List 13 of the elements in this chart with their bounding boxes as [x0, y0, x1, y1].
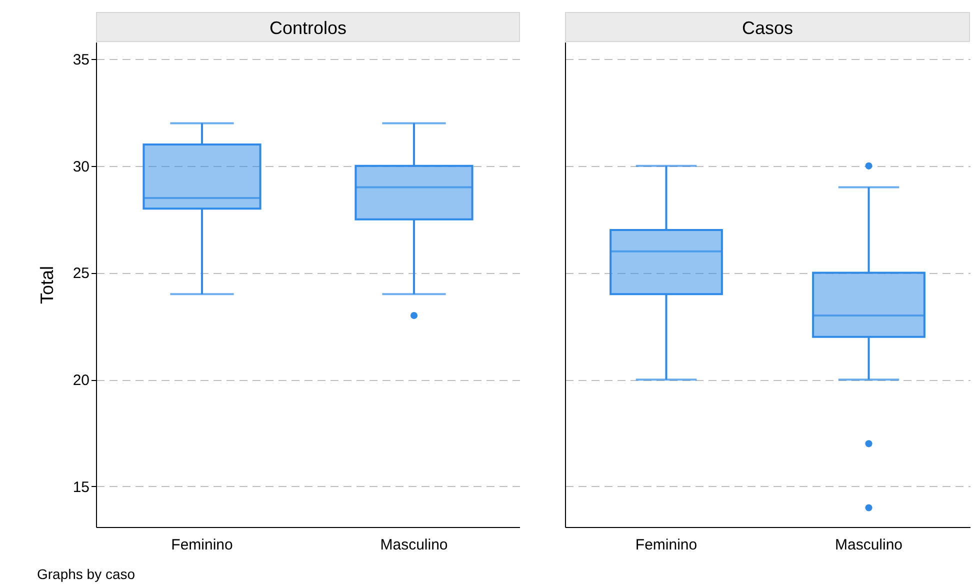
chart-title: Controlos — [96, 12, 520, 42]
x-tick-label: Feminino — [635, 536, 698, 554]
y-tick-label: 25 — [72, 265, 90, 282]
y-tick-label: 20 — [72, 372, 90, 390]
y-tick-label: 30 — [72, 158, 90, 176]
x-tick-label: Masculino — [380, 536, 448, 554]
chart-title: Casos — [565, 12, 970, 42]
y-axis-title: Total — [36, 266, 57, 304]
x-tick-label: Masculino — [834, 536, 903, 554]
y-tick-label: 35 — [72, 52, 90, 69]
x-tick-label: Feminino — [171, 536, 233, 554]
text: Graphs by caso — [37, 566, 136, 582]
y-tick-label: 15 — [72, 478, 90, 496]
